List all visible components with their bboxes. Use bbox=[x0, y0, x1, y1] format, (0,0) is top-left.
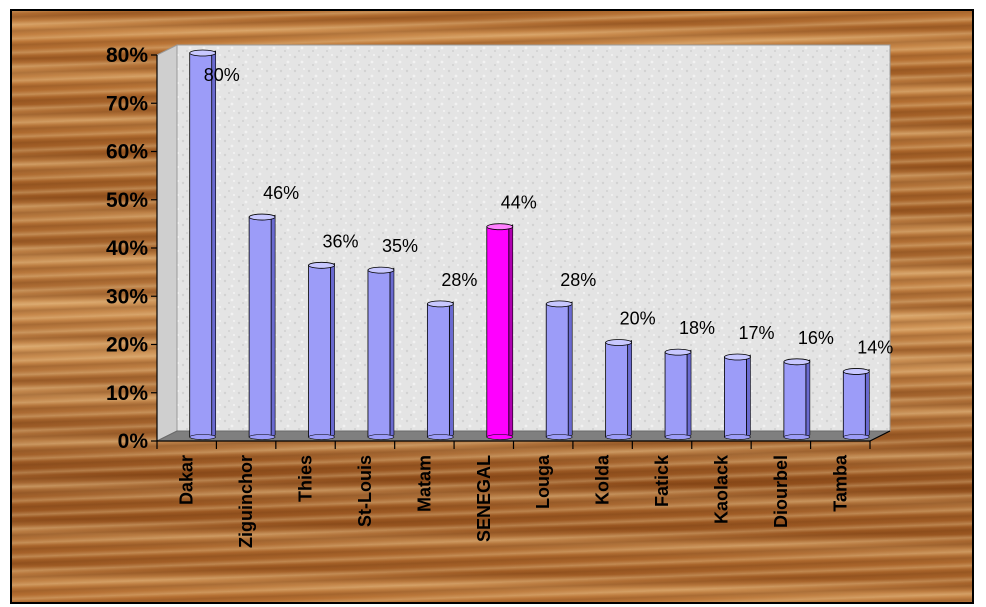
data-label: 18% bbox=[679, 318, 715, 338]
data-label: 35% bbox=[382, 236, 418, 256]
y-tick-label: 60% bbox=[106, 141, 148, 164]
y-tick-label: 10% bbox=[106, 382, 148, 405]
data-label: 17% bbox=[738, 323, 774, 343]
x-tick-label: Thies bbox=[296, 455, 316, 502]
bar bbox=[367, 266, 395, 440]
bar bbox=[783, 358, 811, 440]
x-tick-label: Diourbel bbox=[771, 455, 791, 528]
data-label: 28% bbox=[441, 270, 477, 290]
bar bbox=[486, 223, 514, 440]
bar bbox=[545, 300, 573, 440]
x-tick-label: St-Louis bbox=[355, 455, 375, 527]
x-axis: Dakar Ziguinchor Thies St-Louis Matam SENEGAL… bbox=[156, 430, 891, 548]
y-axis: 0% 10% 20% 30% 40% 50% 60% 70% 80% bbox=[106, 44, 158, 453]
data-label: 46% bbox=[263, 183, 299, 203]
data-label: 28% bbox=[560, 270, 596, 290]
bar-chart: 0% 10% 20% 30% 40% 50% 60% 70% 80% 80% 46% 36% 35% 2… bbox=[106, 44, 894, 548]
y-tick-label: 50% bbox=[106, 189, 148, 212]
data-label: 20% bbox=[620, 309, 656, 329]
y-tick-label: 70% bbox=[106, 92, 148, 115]
data-label: 80% bbox=[204, 65, 240, 85]
bar bbox=[426, 300, 454, 440]
y-tick-label: 40% bbox=[106, 237, 148, 260]
data-labels-group: 80% 46% 36% 35% 28% 44% 28% 20% 18% 17% 16% 14% bbox=[204, 65, 894, 357]
bar bbox=[189, 49, 217, 440]
chart-back-wall bbox=[176, 44, 891, 432]
bar bbox=[308, 261, 335, 440]
chart-left-wall bbox=[156, 44, 178, 442]
data-label: 36% bbox=[323, 231, 359, 251]
bar bbox=[248, 213, 276, 440]
bar bbox=[842, 368, 870, 440]
chart-panel: 0% 10% 20% 30% 40% 50% 60% 70% 80% 80% 46% 36% 35% 2… bbox=[10, 9, 974, 604]
data-label: 14% bbox=[857, 337, 893, 357]
cropped-title-strip bbox=[0, 0, 986, 10]
data-label: 16% bbox=[798, 328, 834, 348]
x-tick-label: Kaolack bbox=[711, 454, 731, 524]
x-tick-label: SENEGAL bbox=[474, 455, 494, 542]
x-tick-label: Fatick bbox=[652, 454, 672, 507]
x-tick-label: Dakar bbox=[177, 455, 197, 505]
bar bbox=[664, 348, 692, 440]
x-tick-label: Tamba bbox=[830, 454, 850, 512]
x-tick-label: Louga bbox=[533, 454, 553, 509]
x-tick-label: Kolda bbox=[593, 454, 613, 505]
x-axis-depth-line bbox=[869, 430, 891, 442]
y-tick-label: 80% bbox=[106, 44, 148, 67]
y-tick-label: 30% bbox=[106, 285, 148, 308]
data-label: 44% bbox=[501, 193, 537, 213]
bar bbox=[605, 339, 633, 440]
x-tick-label: Ziguinchor bbox=[236, 455, 256, 548]
y-tick-label: 20% bbox=[106, 334, 148, 357]
bars-group bbox=[189, 49, 870, 440]
x-tick-label: Matam bbox=[414, 455, 434, 512]
bar bbox=[724, 353, 751, 440]
y-tick-label: 0% bbox=[118, 430, 149, 453]
